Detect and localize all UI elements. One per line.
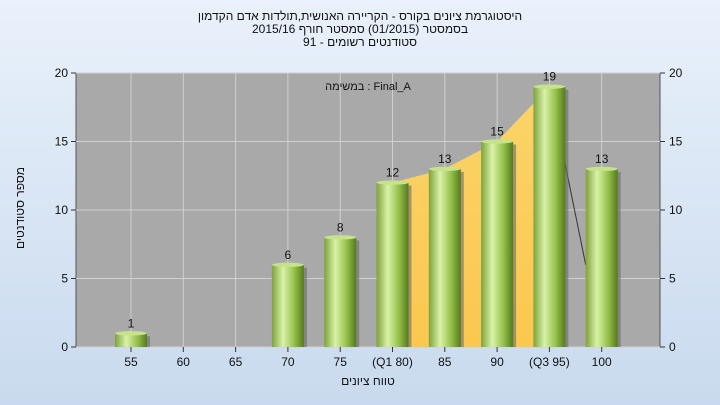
- x-tick-label: 55: [124, 355, 138, 369]
- bar-cap: [428, 166, 461, 172]
- x-tick-label: 85: [438, 355, 452, 369]
- x-tick-label: (Q1 80): [372, 355, 413, 369]
- bar-value-label: 12: [386, 166, 400, 180]
- x-tick-label: 90: [490, 355, 504, 369]
- x-tick-label: 70: [281, 355, 295, 369]
- bar-value-label: 19: [543, 70, 557, 84]
- y2-tick-label: 0: [669, 340, 676, 354]
- x-tick-label: 100: [592, 355, 612, 369]
- bar-value-label: 13: [595, 152, 609, 166]
- chart-title-block: היסטוגרמת ציונים בקורס - הקריירה האנושית…: [0, 10, 720, 49]
- y2-tick-label: 15: [669, 135, 683, 149]
- x-tick-label: 60: [177, 355, 191, 369]
- bar-value-label: 15: [490, 125, 504, 139]
- bar-value-label: 13: [438, 152, 452, 166]
- y-tick-label: 15: [55, 135, 69, 149]
- bar-value-label: 8: [337, 220, 344, 234]
- bar-cap: [481, 139, 514, 144]
- bar-cap: [271, 262, 304, 267]
- y2-tick-label: 20: [669, 66, 683, 80]
- y2-tick-label: 10: [669, 203, 683, 217]
- y-tick-label: 20: [55, 66, 69, 80]
- bar-cap: [115, 331, 147, 336]
- bar: [115, 333, 147, 347]
- bar: [428, 168, 461, 347]
- bar: [533, 86, 566, 347]
- bar: [376, 182, 409, 347]
- bar: [585, 168, 618, 347]
- x-tick-label: 65: [229, 355, 243, 369]
- y-tick-label: 5: [61, 272, 68, 286]
- x-axis-label: טווח ציונים: [341, 374, 395, 388]
- y-tick-label: 10: [55, 203, 69, 217]
- chart-title-line3: סטודנטים רשומים - 91: [303, 35, 417, 49]
- x-tick-label: (Q3 95): [529, 355, 570, 369]
- bar-cap: [376, 180, 409, 185]
- chart-title-line1: היסטוגרמת ציונים בקורס - הקריירה האנושית…: [197, 9, 523, 23]
- chart-title-line2: בסמסטר (01/2015) סמסטר חורף 2015/16: [251, 22, 469, 36]
- bar: [481, 141, 514, 347]
- bar-value-label: 6: [285, 248, 292, 262]
- bar-cap: [324, 235, 357, 240]
- x-tick-label: 75: [334, 355, 348, 369]
- bar-value-label: 1: [128, 316, 135, 330]
- annotation-text: במשימה : Final_A: [325, 81, 411, 93]
- y2-tick-label: 5: [669, 272, 676, 286]
- bar: [324, 237, 357, 347]
- bar: [271, 264, 304, 347]
- bar-cap: [533, 84, 566, 89]
- bar-cap: [585, 166, 618, 172]
- y-tick-label: 0: [61, 340, 68, 354]
